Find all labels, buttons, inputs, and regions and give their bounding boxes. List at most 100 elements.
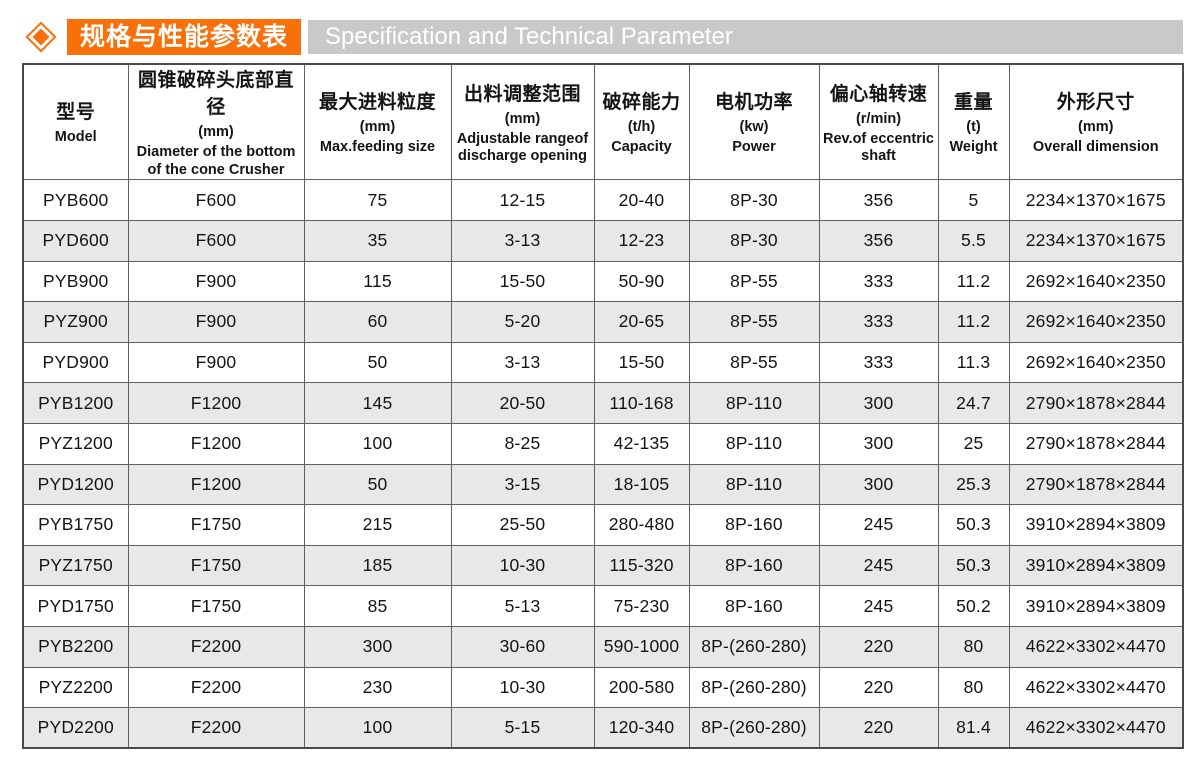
table-cell: 25 (937, 422, 1010, 465)
table-cell: 8P-55 (688, 301, 820, 343)
table-cell: F900 (127, 260, 305, 303)
table-cell: 12-15 (450, 179, 595, 221)
table-cell: 15-50 (450, 260, 595, 303)
table-cell: 220 (818, 666, 939, 709)
table-cell: 50 (303, 341, 452, 384)
table-cell: 356 (818, 179, 939, 221)
table-cell: 590-1000 (593, 625, 690, 668)
table-cell: 10-30 (450, 544, 595, 587)
table-cell: 80 (937, 666, 1010, 709)
section-title-english: Specification and Technical Parameter (308, 20, 1183, 54)
column-title-en: Overall dimension (1032, 139, 1159, 156)
table-cell: 2692×1640×2350 (1008, 301, 1184, 343)
table-cell: 25-50 (450, 504, 595, 546)
column-unit: (r/min) (855, 110, 902, 127)
column-title-cn: 破碎能力 (602, 92, 681, 114)
table-cell: PYB900 (22, 260, 129, 303)
table-cell: 2692×1640×2350 (1008, 260, 1184, 303)
table-cell: F2200 (127, 666, 305, 709)
table-cell: 115-320 (593, 544, 690, 587)
table-cell: 333 (818, 341, 939, 384)
table-cell: 8P-160 (688, 504, 820, 546)
table-row: PYD2200 F2200 100 5-15 120-340 8P-(260-280) 22… (22, 707, 1184, 749)
table-row: PYB600 F600 75 12-15 20-40 8P-30 356 5 2234×1370… (22, 179, 1184, 221)
table-cell: PYZ1200 (22, 422, 129, 465)
table-cell: 15-50 (593, 341, 690, 384)
table-cell: 42-135 (593, 422, 690, 465)
column-header-max-feeding-size: 最大进料粒度 (mm) Max.feeding size (303, 63, 452, 181)
table-cell: F2200 (127, 625, 305, 668)
column-unit: (mm) (504, 110, 541, 127)
table-cell: F1750 (127, 585, 305, 627)
table-cell: 300 (818, 463, 939, 506)
table-cell: 2692×1640×2350 (1008, 341, 1184, 384)
table-cell: F900 (127, 301, 305, 343)
table-cell: 8P-(260-280) (688, 707, 820, 749)
table-cell: 75 (303, 179, 452, 221)
column-title-cn: 电机功率 (714, 92, 793, 114)
table-cell: 80 (937, 625, 1010, 668)
column-title-en: Model (54, 129, 97, 146)
table-row: PYZ900 F900 60 5-20 20-65 8P-55 333 11.2 2692×16… (22, 301, 1184, 343)
table-cell: PYZ1750 (22, 544, 129, 587)
table-cell: 8P-160 (688, 585, 820, 627)
table-cell: 8P-(260-280) (688, 666, 820, 709)
table-cell: 8P-30 (688, 179, 820, 221)
table-cell: 200-580 (593, 666, 690, 709)
table-cell: 8P-55 (688, 341, 820, 384)
column-title-cn: 偏心轴转速 (829, 83, 928, 105)
table-cell: 4622×3302×4470 (1008, 707, 1184, 749)
column-title-en: Rev.of eccentric shaft (823, 130, 934, 165)
table-cell: 35 (303, 219, 452, 262)
table-cell: 2234×1370×1675 (1008, 219, 1184, 262)
table-cell: 11.2 (937, 301, 1010, 343)
column-header-cone-diameter: 圆锥破碎头底部直径 (mm) Diameter of the bottom of… (127, 63, 305, 181)
table-cell: F1750 (127, 544, 305, 587)
table-cell: PYB2200 (22, 625, 129, 668)
specification-table: 型号 Model 圆锥破碎头底部直径 (mm) Diameter of the … (22, 63, 1184, 750)
table-cell: F1200 (127, 463, 305, 506)
column-unit: (mm) (1078, 119, 1114, 136)
table-cell: 10-30 (450, 666, 595, 709)
table-cell: 85 (303, 585, 452, 627)
table-cell: 5.5 (937, 219, 1010, 262)
table-cell: F1200 (127, 382, 305, 424)
table-cell: 50.3 (937, 504, 1010, 546)
table-head: 型号 Model 圆锥破碎头底部直径 (mm) Diameter of the … (22, 63, 1184, 181)
table-cell: 245 (818, 585, 939, 627)
table-cell: F600 (127, 219, 305, 262)
column-title-cn: 重量 (953, 92, 993, 114)
table-row: PYB1200 F1200 145 20-50 110-168 8P-110 300 24.7… (22, 382, 1184, 424)
column-header-discharge-range: 出料调整范围 (mm) Adjustable rangeof discharge… (450, 63, 595, 181)
table-row: PYD1200 F1200 50 3-15 18-105 8P-110 300 25.3 279… (22, 463, 1184, 506)
table-row: PYZ2200 F2200 230 10-30 200-580 8P-(260-280) 2… (22, 666, 1184, 709)
table-cell: 220 (818, 625, 939, 668)
column-title-en: Adjustable rangeof discharge opening (456, 130, 589, 165)
table-cell: 220 (818, 707, 939, 749)
table-row: PYZ1750 F1750 185 10-30 115-320 8P-160 245 50.3… (22, 544, 1184, 587)
table-cell: 215 (303, 504, 452, 546)
table-cell: 5-13 (450, 585, 595, 627)
table-cell: 18-105 (593, 463, 690, 506)
table-cell: 24.7 (937, 382, 1010, 424)
table-cell: 245 (818, 544, 939, 587)
table-row: PYB1750 F1750 215 25-50 280-480 8P-160 245 50.3… (22, 504, 1184, 546)
table-cell: 81.4 (937, 707, 1010, 749)
table-cell: 12-23 (593, 219, 690, 262)
table-cell: 5-15 (450, 707, 595, 749)
column-title-cn: 外形尺寸 (1056, 92, 1135, 114)
table-cell: 3910×2894×3809 (1008, 544, 1184, 587)
table-row: PYD600 F600 35 3-13 12-23 8P-30 356 5.5 2234×137… (22, 219, 1184, 262)
column-unit: (mm) (359, 119, 396, 136)
table-cell: 300 (818, 382, 939, 424)
table-cell: 145 (303, 382, 452, 424)
table-cell: 8P-110 (688, 382, 820, 424)
column-header-model: 型号 Model (22, 63, 129, 181)
table-cell: F2200 (127, 707, 305, 749)
table-cell: 2790×1878×2844 (1008, 382, 1184, 424)
column-title-cn: 最大进料粒度 (318, 92, 436, 114)
table-cell: 120-340 (593, 707, 690, 749)
table-cell: F600 (127, 179, 305, 221)
column-unit: (kw) (739, 119, 769, 136)
table-cell: 8P-(260-280) (688, 625, 820, 668)
